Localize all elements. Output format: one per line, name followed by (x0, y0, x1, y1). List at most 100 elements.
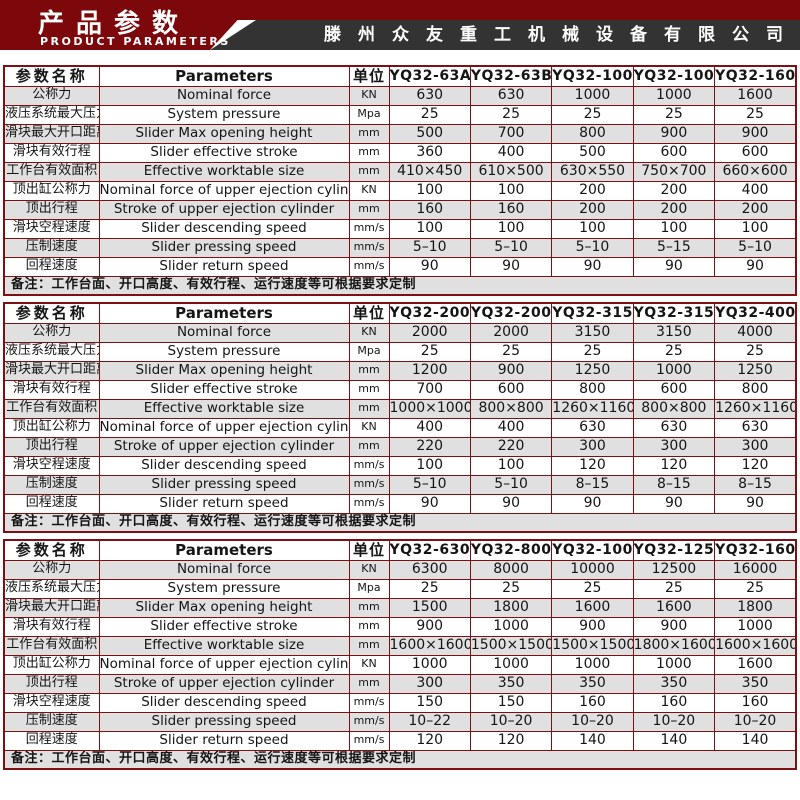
param-name-cn: 顶出行程 (3, 436, 100, 457)
param-value: 1600 (714, 85, 797, 106)
param-name-en: Slider descending speed (98, 455, 350, 476)
col-header-model: YQ32-1600 (714, 539, 797, 561)
table-row: 回程速度 Slider return speed mm/s 120 120 140 140 1… (3, 730, 797, 751)
param-unit: mm (348, 635, 390, 656)
param-value: 220 (469, 436, 553, 457)
col-header-model: YQ32-315B (632, 302, 716, 324)
param-value: 1500×1500 (551, 635, 634, 656)
param-value: 200 (632, 180, 716, 201)
param-value: 1200 (388, 360, 471, 381)
param-value: 600 (632, 379, 716, 400)
param-value: 1000 (632, 360, 716, 381)
param-name-en: Slider pressing speed (98, 711, 350, 732)
param-value: 1500 (388, 597, 471, 618)
table-row: 滑块最大开口距离 Slider Max opening height mm 500 70… (3, 123, 797, 144)
col-header-model: YQ32-400 (714, 302, 797, 324)
param-unit: Mpa (348, 578, 390, 599)
param-value: 100 (469, 455, 553, 476)
param-value: 400 (469, 142, 553, 163)
param-name-en: Slider descending speed (98, 218, 350, 239)
param-value: 3150 (632, 322, 716, 343)
table-header-row: 参数名称 Parameters 单位 YQ32-63A YQ32-63B YQ32-100… (3, 65, 797, 87)
page-header: 产品参数 PRODUCT PARAMETERS 滕州众友重工机械设备有限公司 (0, 0, 800, 50)
param-name-en: Nominal force (98, 322, 350, 343)
param-value: 630 (714, 417, 797, 438)
param-value: 200 (714, 199, 797, 220)
table-row: 顶出缸公称力 Nominal force of upper ejection cy… (3, 180, 797, 201)
param-name-en: Nominal force (98, 85, 350, 106)
param-value: 500 (551, 142, 634, 163)
company-name: 滕州众友重工机械设备有限公司 (324, 25, 800, 45)
table-header-row: 参数名称 Parameters 单位 YQ32-630 YQ32-800 YQ32-100… (3, 539, 797, 561)
param-name-cn: 顶出行程 (3, 673, 100, 694)
param-value: 400 (469, 417, 553, 438)
param-name-cn: 滑块有效行程 (3, 142, 100, 163)
param-value: 300 (551, 436, 634, 457)
param-value: 900 (632, 616, 716, 637)
param-value: 300 (714, 436, 797, 457)
param-value: 6300 (388, 559, 471, 580)
col-header-param-en: Parameters (98, 65, 350, 87)
table-row: 滑块空程速度 Slider descending speed mm/s 150 150 1… (3, 692, 797, 713)
param-value: 25 (388, 578, 471, 599)
param-value: 1800 (714, 597, 797, 618)
col-header-unit: 单位 (348, 302, 390, 324)
param-name-cn: 滑块空程速度 (3, 218, 100, 239)
param-value: 8000 (469, 559, 553, 580)
table-row: 顶出缸公称力 Nominal force of upper ejection cy… (3, 417, 797, 438)
param-name-cn: 公称力 (3, 559, 100, 580)
param-value: 350 (714, 673, 797, 694)
col-header-unit: 单位 (348, 539, 390, 561)
param-unit: mm (348, 616, 390, 637)
col-header-model: YQ32-63A (388, 65, 471, 87)
param-unit: mm (348, 673, 390, 694)
param-value: 140 (714, 730, 797, 751)
note-row: 备注：工作台面、开口高度、有效行程、运行速度等可根据要求定制 (3, 749, 797, 770)
param-name-en: Slider Max opening height (98, 123, 350, 144)
param-name-en: Stroke of upper ejection cylinder (98, 199, 350, 220)
param-value: 5–10 (714, 237, 797, 258)
param-value: 5–10 (388, 474, 471, 495)
param-value: 5–10 (469, 474, 553, 495)
table-row: 压制速度 Slider pressing speed mm/s 10–22 10–20 1… (3, 711, 797, 732)
param-value: 800 (551, 123, 634, 144)
param-value: 120 (714, 455, 797, 476)
col-header-model: YQ32-800 (469, 539, 553, 561)
param-value: 800 (714, 379, 797, 400)
param-unit: mm (348, 142, 390, 163)
col-header-model: YQ32-315A (551, 302, 634, 324)
param-name-en: Slider return speed (98, 256, 350, 277)
param-value: 120 (388, 730, 471, 751)
param-name-cn: 液压系统最大压力 (3, 341, 100, 362)
param-unit: KN (348, 85, 390, 106)
param-value: 1250 (714, 360, 797, 381)
param-name-en: Slider return speed (98, 730, 350, 751)
col-header-param-cn: 参数名称 (3, 539, 100, 561)
param-name-en: Nominal force of upper ejection cylinder (98, 654, 350, 675)
param-value: 5–10 (469, 237, 553, 258)
param-value: 630×550 (551, 161, 634, 182)
param-value: 100 (632, 218, 716, 239)
col-header-model: YQ32-200B (469, 302, 553, 324)
param-value: 630 (632, 417, 716, 438)
param-name-cn: 顶出缸公称力 (3, 180, 100, 201)
param-value: 800 (551, 379, 634, 400)
table-row: 公称力 Nominal force KN 2000 2000 3150 3150 4000 (3, 322, 797, 343)
param-value: 90 (632, 256, 716, 277)
param-name-cn: 压制速度 (3, 237, 100, 258)
param-value: 200 (551, 199, 634, 220)
param-value: 630 (551, 417, 634, 438)
param-value: 160 (714, 692, 797, 713)
spec-table-2: 参数名称Parameters单位YQ32-200AYQ32-200BYQ32-3… (3, 302, 797, 533)
param-value: 220 (388, 436, 471, 457)
table-row: 回程速度 Slider return speed mm/s 90 90 90 90 90 (3, 256, 797, 277)
param-value: 1000 (551, 654, 634, 675)
param-unit: mm/s (348, 692, 390, 713)
param-name-cn: 回程速度 (3, 256, 100, 277)
param-value: 350 (469, 673, 553, 694)
param-name-en: Effective worktable size (98, 161, 350, 182)
table-row: 工作台有效面积 Effective worktable size mm 410×450… (3, 161, 797, 182)
param-name-en: Slider effective stroke (98, 142, 350, 163)
param-name-cn: 顶出缸公称力 (3, 417, 100, 438)
param-value: 360 (388, 142, 471, 163)
